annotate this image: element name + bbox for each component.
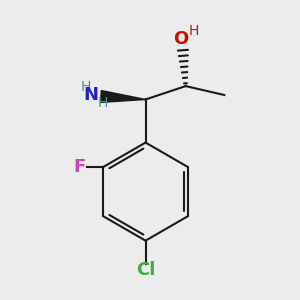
Polygon shape: [100, 91, 146, 102]
Text: H: H: [80, 80, 91, 94]
Text: H: H: [189, 24, 199, 38]
Text: Cl: Cl: [136, 261, 155, 279]
Text: N: N: [83, 86, 98, 104]
Text: O: O: [174, 29, 189, 47]
Text: H: H: [97, 96, 108, 110]
Text: F: F: [73, 158, 86, 176]
